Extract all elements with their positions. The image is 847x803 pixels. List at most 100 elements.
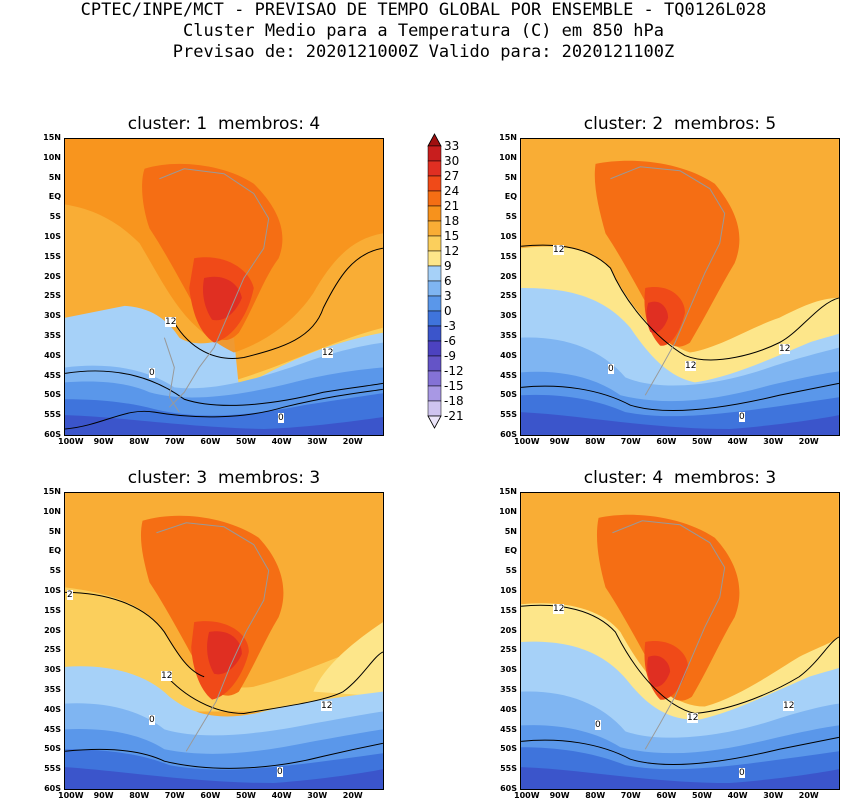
longitude-tick-label: 80W bbox=[585, 437, 606, 446]
colorbar-tick-label: -15 bbox=[444, 379, 464, 393]
longitude-tick-label: 50W bbox=[692, 791, 712, 800]
longitude-tick-label: 70W bbox=[164, 791, 185, 800]
contour-label: 12 bbox=[783, 701, 795, 711]
contour-field bbox=[65, 493, 383, 789]
latitude-tick-label: 50S bbox=[44, 744, 61, 754]
colorbar-segment bbox=[427, 190, 442, 207]
colorbar-segment bbox=[427, 265, 442, 282]
longitude-tick-label: 100W bbox=[514, 791, 540, 800]
contour-label: 0 bbox=[595, 720, 601, 730]
contour-label: 12 bbox=[321, 701, 333, 711]
latitude-tick-label: 15N bbox=[499, 133, 517, 142]
latitude-tick-label: 45S bbox=[44, 724, 61, 734]
latitude-tick-label: 30S bbox=[500, 665, 517, 675]
latitude-tick-label: 60S bbox=[500, 430, 517, 439]
latitude-tick-label: 60S bbox=[44, 784, 61, 793]
latitude-tick-label: 5S bbox=[49, 212, 61, 222]
latitude-tick-label: 30S bbox=[44, 311, 61, 321]
colorbar-tick-label: 18 bbox=[444, 214, 460, 228]
longitude-tick-label: 60W bbox=[200, 437, 221, 446]
colorbar-segment bbox=[427, 205, 442, 222]
latitude-tick-label: 15S bbox=[500, 251, 517, 261]
latitude-tick-label: 15S bbox=[44, 605, 61, 615]
latitude-tick-label: 15N bbox=[43, 133, 61, 142]
longitude-tick-label: 40W bbox=[727, 437, 748, 446]
latitude-tick-label: 50S bbox=[500, 744, 517, 754]
latitude-tick-label: 10S bbox=[44, 232, 61, 241]
contour-label: 0 bbox=[739, 768, 745, 778]
colorbar-tick-label: -6 bbox=[444, 334, 456, 348]
colorbar-tick-label: 12 bbox=[444, 244, 460, 258]
colorbar-tick-label: 33 bbox=[444, 139, 460, 153]
colorbar-tick-label: 15 bbox=[444, 229, 460, 243]
contour-label: 12 bbox=[553, 604, 565, 614]
contour-label: 12 bbox=[165, 317, 177, 327]
latitude-tick-label: 15S bbox=[44, 251, 61, 261]
latitude-tick-label: 40S bbox=[500, 350, 517, 360]
latitude-tick-label: 35S bbox=[44, 331, 61, 340]
latitude-tick-label: 15S bbox=[500, 605, 517, 615]
latitude-tick-label: 45S bbox=[44, 370, 61, 380]
contour-label: 0 bbox=[149, 368, 155, 378]
longitude-tick-label: 80W bbox=[129, 791, 150, 800]
longitude-tick-label: 20W bbox=[798, 437, 819, 446]
latitude-tick-label: 10N bbox=[499, 506, 517, 516]
longitude-tick-label: 100W bbox=[58, 791, 84, 800]
longitude-tick-label: 100W bbox=[58, 437, 84, 446]
temperature-map: 12 12 12 0 0 bbox=[520, 138, 840, 436]
colorbar-tick-label: 21 bbox=[444, 199, 460, 213]
colorbar-segment bbox=[427, 385, 442, 402]
longitude-tick-label: 90W bbox=[549, 791, 570, 800]
panel-title: cluster: 2 membros: 5 bbox=[583, 114, 777, 134]
colorbar-segment bbox=[427, 160, 442, 177]
latitude-tick-label: 35S bbox=[500, 685, 517, 694]
latitude-tick-label: 25S bbox=[44, 291, 61, 301]
colorbar-tick-label: 3 bbox=[444, 289, 452, 303]
latitude-tick-label: 10S bbox=[44, 586, 61, 595]
latitude-tick-label: 30S bbox=[500, 311, 517, 321]
latitude-tick-label: 15N bbox=[499, 487, 517, 496]
colorbar-tick-label: -3 bbox=[444, 319, 456, 333]
latitude-tick-label: 10S bbox=[500, 586, 517, 595]
latitude-tick-label: 35S bbox=[44, 685, 61, 694]
latitude-tick-label: EQ bbox=[48, 546, 61, 556]
temperature-map: 2 12 12 0 0 bbox=[64, 492, 384, 790]
contour-label: 12 bbox=[687, 713, 699, 723]
longitude-tick-label: 40W bbox=[271, 437, 292, 446]
colorbar-tick-label: -9 bbox=[444, 349, 456, 363]
longitude-tick-label: 90W bbox=[549, 437, 570, 446]
longitude-tick-label: 80W bbox=[129, 437, 150, 446]
contour-field bbox=[65, 139, 383, 435]
latitude-tick-label: 40S bbox=[500, 704, 517, 714]
colorbar-segment bbox=[427, 250, 442, 267]
latitude-tick-label: 5N bbox=[48, 172, 61, 182]
latitude-tick-label: 5S bbox=[505, 212, 517, 222]
latitude-tick-label: EQ bbox=[48, 192, 61, 202]
latitude-tick-label: 5N bbox=[48, 526, 61, 536]
latitude-tick-label: EQ bbox=[504, 546, 517, 556]
colorbar-tick-label: 9 bbox=[444, 259, 452, 273]
colorbar-segment bbox=[427, 310, 442, 327]
latitude-tick-label: 20S bbox=[44, 271, 61, 281]
contour-label: 12 bbox=[685, 361, 697, 371]
latitude-tick-label: 5N bbox=[504, 172, 517, 182]
latitude-tick-label: 5N bbox=[504, 526, 517, 536]
latitude-tick-label: 25S bbox=[500, 291, 517, 301]
longitude-tick-label: 60W bbox=[656, 791, 677, 800]
colorbar-tick-label: 30 bbox=[444, 154, 460, 168]
latitude-tick-label: 40S bbox=[44, 350, 61, 360]
longitude-tick-label: 30W bbox=[763, 437, 784, 446]
latitude-tick-label: EQ bbox=[504, 192, 517, 202]
colorbar-tick-label: 0 bbox=[444, 304, 452, 318]
longitude-tick-label: 40W bbox=[727, 791, 748, 800]
latitude-tick-label: 5S bbox=[49, 566, 61, 576]
longitude-tick-label: 80W bbox=[585, 791, 606, 800]
latitude-tick-label: 30S bbox=[44, 665, 61, 675]
latitude-tick-label: 15N bbox=[43, 487, 61, 496]
latitude-tick-label: 55S bbox=[500, 410, 517, 420]
latitude-tick-label: 25S bbox=[44, 645, 61, 655]
panel-title: cluster: 3 membros: 3 bbox=[127, 468, 321, 488]
title-line-3: Previsao de: 2020121000Z Valido para: 20… bbox=[172, 42, 675, 62]
longitude-tick-label: 90W bbox=[93, 791, 114, 800]
title-line-2: Cluster Medio para a Temperatura (C) em … bbox=[182, 21, 665, 41]
